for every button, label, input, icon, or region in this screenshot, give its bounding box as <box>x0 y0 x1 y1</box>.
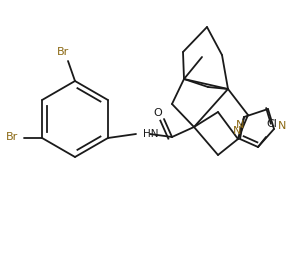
Text: Br: Br <box>57 47 69 57</box>
Text: N: N <box>278 121 286 131</box>
Text: N: N <box>233 126 241 136</box>
Text: HN: HN <box>143 129 158 139</box>
Text: N: N <box>236 120 244 130</box>
Text: Br: Br <box>6 132 18 142</box>
Text: Cl: Cl <box>266 119 278 129</box>
Text: O: O <box>154 108 162 118</box>
